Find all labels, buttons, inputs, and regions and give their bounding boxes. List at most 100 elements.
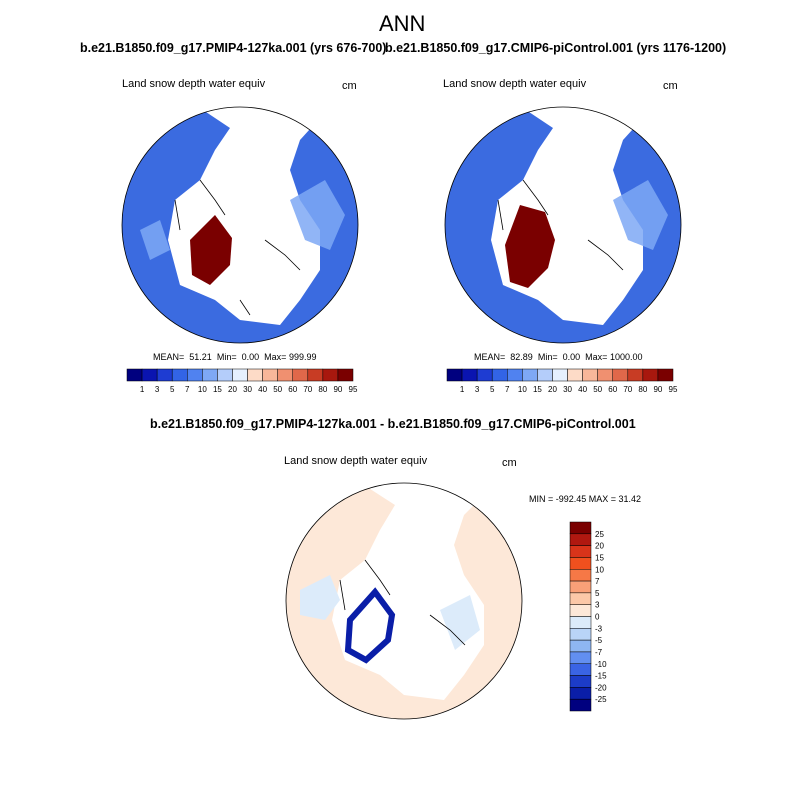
left-light-snow-patch <box>140 180 345 260</box>
diff-base-region <box>286 485 522 719</box>
diff-coast-lines <box>339 559 466 646</box>
right-max-label: Max= <box>585 352 608 362</box>
diff-map-border <box>285 482 523 720</box>
diff-greenland-ring <box>344 587 396 664</box>
left-colorbar-swatch <box>292 368 309 382</box>
diff-colorbar-swatch <box>569 663 592 676</box>
diff-colorbar: 25 20 15 10 7 5 3 0 -3 -5 -7 -10 -15 -20 -25 <box>569 521 607 712</box>
left-map-border <box>121 106 359 344</box>
right-colorbar-label: 90 <box>653 385 662 394</box>
right-variable-label: Land snow depth water equiv <box>443 78 587 90</box>
diff-colorbar-swatch <box>569 521 592 535</box>
right-colorbar-swatch <box>522 368 538 382</box>
right-colorbar-swatch <box>507 368 523 382</box>
right-colorbar-swatch <box>552 368 568 382</box>
diff-colorbar-label: -25 <box>595 695 607 704</box>
left-colorbar-label: 70 <box>303 385 312 394</box>
right-colorbar-swatch <box>657 368 674 382</box>
right-polar-map <box>445 107 681 343</box>
diff-colorbar-label: -15 <box>595 672 607 681</box>
right-colorbar-label: 30 <box>563 385 572 394</box>
right-colorbar: 1 3 5 7 10 15 20 30 40 50 60 70 80 90 95 <box>446 368 678 394</box>
diff-colorbar-swatch <box>569 533 592 546</box>
right-colorbar-swatch <box>627 368 644 382</box>
right-colorbar-label: 1 <box>460 385 465 394</box>
diff-colorbar-swatch <box>569 604 592 617</box>
left-colorbar-label: 60 <box>288 385 297 394</box>
diff-colorbar-swatch <box>569 557 592 570</box>
right-min-value: 0.00 <box>562 352 581 362</box>
right-eurasia-snow <box>445 108 681 343</box>
right-colorbar-swatch <box>446 368 463 382</box>
diff-colorbar-swatch <box>569 687 592 700</box>
right-colorbar-label: 3 <box>475 385 480 394</box>
left-colorbar-swatch <box>277 368 293 382</box>
diff-colorbar-swatch <box>569 592 592 605</box>
right-max-value: 1000.00 <box>609 352 643 362</box>
right-colorbar-swatch <box>491 368 508 382</box>
left-colorbar-swatch <box>187 368 203 382</box>
right-colorbar-swatch <box>597 368 613 382</box>
left-colorbar-label: 1 <box>140 385 145 394</box>
left-colorbar-swatch <box>202 368 218 382</box>
left-coast-lines <box>174 179 301 316</box>
right-colorbar-swatch <box>612 368 629 382</box>
left-case-title: b.e21.B1850.f09_g17.PMIP4-127ka.001 (yrs… <box>80 41 387 55</box>
left-colorbar-swatch <box>307 368 324 382</box>
diff-colorbar-label: 3 <box>595 601 600 610</box>
diff-colorbar-label: -7 <box>595 648 603 657</box>
right-colorbar-label: 5 <box>490 385 495 394</box>
page-title: ANN <box>379 11 426 36</box>
right-colorbar-swatch <box>567 368 583 382</box>
left-colorbar-label: 95 <box>349 385 358 394</box>
diff-colorbar-swatch <box>569 616 592 629</box>
diff-colorbar-swatch <box>569 675 592 688</box>
left-colorbar-swatch <box>232 368 248 382</box>
diff-colorbar-label: 5 <box>595 589 600 598</box>
left-colorbar-swatch <box>156 368 173 382</box>
left-colorbar-label: 7 <box>185 385 190 394</box>
diff-colorbar-swatch <box>569 651 592 664</box>
right-colorbar-label: 15 <box>533 385 542 394</box>
right-greenland-snow <box>505 205 555 288</box>
diff-title: b.e21.B1850.f09_g17.PMIP4-127ka.001 - b.… <box>150 417 636 431</box>
right-coast-lines <box>497 179 624 271</box>
right-min-label: Min= <box>537 352 558 362</box>
right-colorbar-label: 50 <box>593 385 602 394</box>
diff-colorbar-label: 10 <box>595 565 604 574</box>
right-colorbar-swatch <box>642 368 659 382</box>
left-eurasia-snow <box>122 108 358 343</box>
left-colorbar-swatch <box>337 368 354 382</box>
left-colorbar-label: 30 <box>243 385 252 394</box>
left-mean-value: 51.21 <box>189 352 212 362</box>
right-map-border <box>444 106 682 344</box>
left-colorbar-label: 90 <box>333 385 342 394</box>
diff-colorbar-swatch <box>569 569 592 582</box>
left-polar-map <box>122 107 358 343</box>
right-colorbar-label: 70 <box>623 385 632 394</box>
diff-colorbar-swatch <box>569 698 592 712</box>
diff-colorbar-label: 25 <box>595 530 604 539</box>
diff-colorbar-swatch <box>569 545 592 558</box>
left-units-label: cm <box>342 80 357 92</box>
left-variable-label: Land snow depth water equiv <box>122 78 266 90</box>
right-colorbar-label: 7 <box>505 385 510 394</box>
left-greenland-snow <box>190 215 232 285</box>
left-colorbar-swatch <box>217 368 233 382</box>
left-colorbar-label: 5 <box>170 385 175 394</box>
left-colorbar-swatch <box>262 368 278 382</box>
diff-colorbar-label: -5 <box>595 636 603 645</box>
left-colorbar-swatch <box>141 368 158 382</box>
left-mean-label: MEAN= <box>153 352 185 362</box>
right-colorbar-swatch <box>476 368 493 382</box>
left-colorbar-label: 20 <box>228 385 237 394</box>
right-colorbar-label: 20 <box>548 385 557 394</box>
right-colorbar-swatch <box>461 368 478 382</box>
left-colorbar-swatch <box>322 368 339 382</box>
diff-colorbar-label: 20 <box>595 542 604 551</box>
left-colorbar-swatch <box>247 368 263 382</box>
right-mean-label: MEAN= <box>474 352 506 362</box>
diff-colorbar-swatch <box>569 580 592 594</box>
left-max-value: 999.99 <box>288 352 317 362</box>
